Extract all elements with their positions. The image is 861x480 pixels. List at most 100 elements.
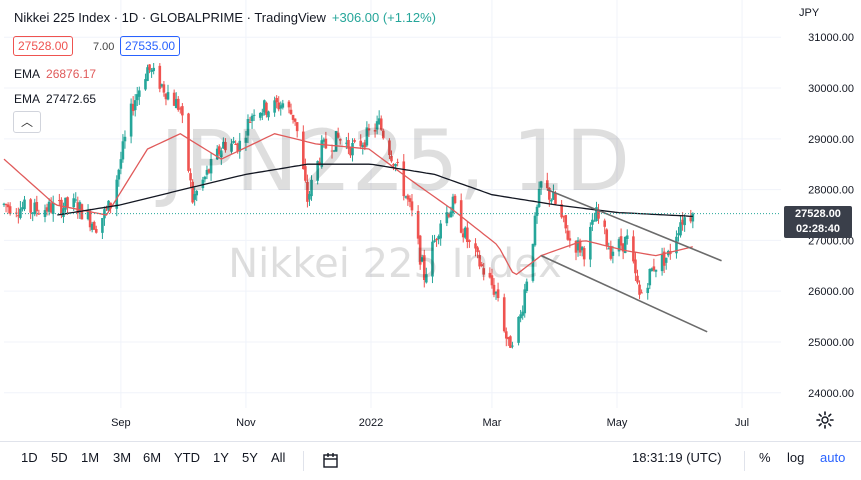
candle-body <box>191 181 194 203</box>
candle-body <box>652 266 656 271</box>
candle-body <box>525 281 529 291</box>
grid <box>4 0 781 408</box>
trendline <box>540 254 708 333</box>
candle-body <box>488 272 492 278</box>
price-chart[interactable]: JPN225, 1D Nikkei 225 Index 24000.00 25000… <box>0 0 861 441</box>
candle-body <box>679 222 682 236</box>
ema-legend-fast[interactable]: EMA 26876.17 <box>14 67 96 81</box>
candle-body <box>23 199 26 210</box>
candle-body <box>402 161 406 197</box>
candle-body <box>566 230 570 240</box>
candle-body <box>43 210 47 218</box>
candle-body <box>422 255 426 280</box>
candle-body <box>632 236 635 262</box>
candle-body <box>494 291 498 294</box>
candle-body <box>66 197 69 207</box>
candle-body <box>220 150 223 158</box>
candle-body <box>45 207 49 212</box>
trendline <box>546 188 722 262</box>
candle-body <box>433 240 436 242</box>
candle-body <box>72 198 76 208</box>
auto-scale-toggle[interactable]: auto <box>820 450 846 465</box>
candle-body <box>203 176 207 180</box>
candle-body <box>31 212 35 214</box>
candle-body <box>408 198 412 202</box>
candle-body <box>252 114 256 116</box>
range-1m-button[interactable]: 1M <box>81 450 100 465</box>
candle-body <box>94 229 98 233</box>
candle-body <box>318 161 322 164</box>
candle-body <box>367 128 371 131</box>
candle-body <box>287 101 291 108</box>
candle-body <box>396 161 399 163</box>
chart-title: Nikkei 225 Index · 1D · GLOBALPRIME · Tr… <box>14 10 436 25</box>
clock-time[interactable]: 18:31:19 (UTC) <box>632 450 722 465</box>
range-1y-button[interactable]: 1Y <box>213 450 229 465</box>
candle-body <box>476 247 479 253</box>
symbol-description: Nikkei 225 Index · 1D · GLOBALPRIME · Tr… <box>14 10 326 25</box>
candle-body <box>576 240 580 251</box>
candle-body <box>445 212 449 224</box>
candle-body <box>17 215 20 217</box>
ema-legend-slow[interactable]: EMA 27472.65 <box>14 92 96 106</box>
candle-body <box>320 140 324 167</box>
candle-body <box>373 130 377 132</box>
candle-body <box>595 207 598 221</box>
log-toggle[interactable]: log <box>787 450 805 465</box>
ema-fast-line <box>3 132 693 276</box>
candle-body <box>265 102 268 115</box>
candle-body <box>439 223 442 239</box>
percent-toggle[interactable]: % <box>759 450 771 465</box>
y-tick-label: 30000.00 <box>808 83 854 95</box>
gear-icon[interactable] <box>815 410 835 430</box>
candle-body <box>86 210 90 220</box>
x-tick-label: Nov <box>236 417 256 429</box>
candle-body <box>119 159 123 169</box>
range-6m-button[interactable]: 6M <box>143 450 162 465</box>
candle-body <box>105 207 108 209</box>
candle-body <box>564 215 568 229</box>
x-tick-label: Mar <box>482 417 501 429</box>
candle-body <box>201 179 205 189</box>
candle-body <box>273 100 276 113</box>
range-5d-button[interactable]: 5D <box>51 450 68 465</box>
range-3m-button[interactable]: 3M <box>113 450 132 465</box>
candle-body <box>634 259 637 274</box>
candle-body <box>76 202 80 214</box>
candle-body <box>35 202 39 212</box>
x-tick-label: May <box>607 417 628 429</box>
candle-body <box>377 118 381 124</box>
candle-body <box>103 209 106 219</box>
candle-body <box>347 139 350 149</box>
candle-body <box>74 199 78 201</box>
y-tick-label: 28000.00 <box>808 185 854 197</box>
divider <box>303 451 304 471</box>
collapse-legend-button[interactable]: ︿ <box>13 111 41 133</box>
ema-label: EMA <box>14 67 41 81</box>
candle-body <box>258 112 262 118</box>
candle-body <box>291 114 295 120</box>
candle-body <box>363 142 367 148</box>
range-ytd-button[interactable]: YTD <box>174 450 200 465</box>
candle-body <box>654 269 658 272</box>
candle-body <box>617 239 621 252</box>
candle-body <box>550 199 553 202</box>
date-range-icon[interactable] <box>322 452 340 470</box>
candle-body <box>521 311 524 316</box>
sell-price-button[interactable]: 27528.00 <box>13 36 74 56</box>
candle-body <box>37 213 41 215</box>
y-tick-label: 26000.00 <box>808 286 854 298</box>
range-1d-button[interactable]: 1D <box>21 450 38 465</box>
candle-body <box>519 314 522 319</box>
range-all-button[interactable]: All <box>271 450 286 465</box>
candle-body <box>523 289 527 314</box>
range-5y-button[interactable]: 5Y <box>242 450 258 465</box>
candle-body <box>390 156 393 162</box>
currency-label[interactable]: JPY <box>799 7 820 19</box>
candle-body <box>461 233 465 238</box>
buy-price-button[interactable]: 27535.00 <box>120 36 181 56</box>
candle-body <box>224 142 227 151</box>
y-tick-label: 25000.00 <box>808 337 854 349</box>
candle-body <box>582 248 586 260</box>
candle-body <box>58 200 61 202</box>
